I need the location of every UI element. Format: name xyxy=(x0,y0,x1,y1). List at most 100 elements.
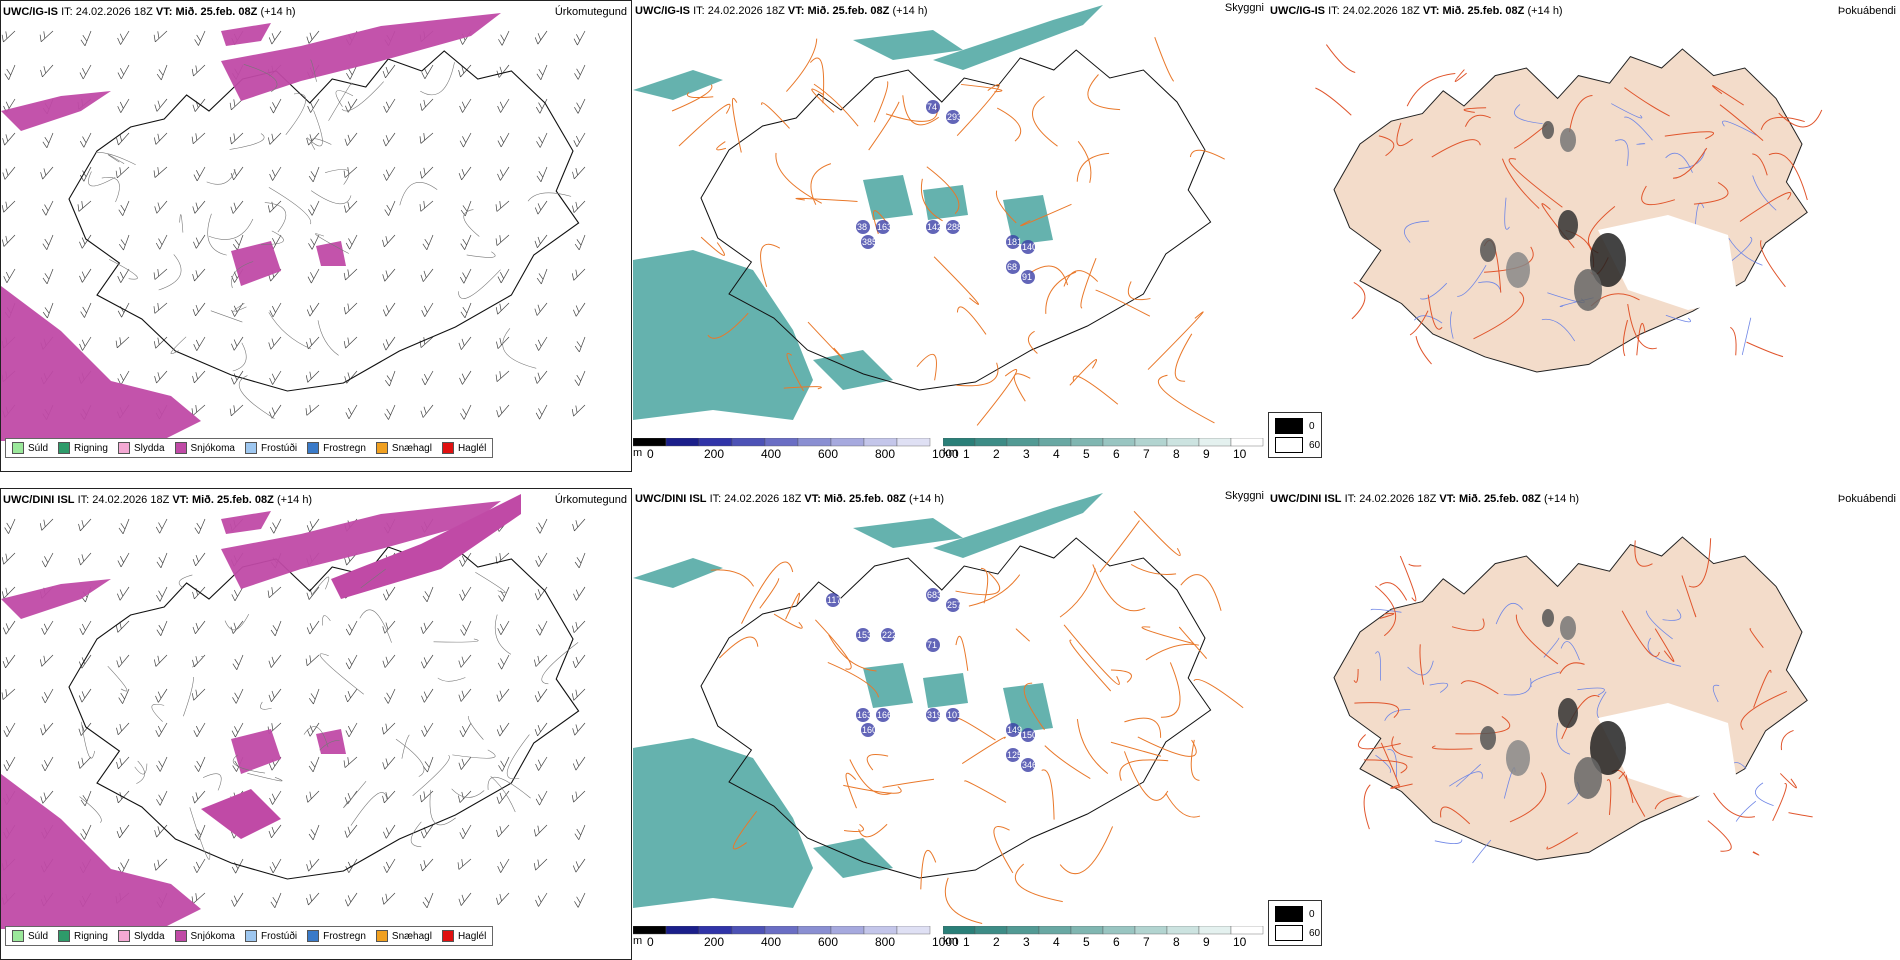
road xyxy=(502,328,537,369)
wind-barb xyxy=(460,200,472,217)
road xyxy=(956,362,999,387)
it-label: IT: xyxy=(709,493,722,505)
road xyxy=(1415,336,1432,365)
wind-barb xyxy=(573,586,586,601)
wind-barb xyxy=(533,858,548,871)
colorbar-tick: 10 xyxy=(1233,447,1247,461)
road xyxy=(319,739,340,751)
road xyxy=(1399,555,1417,602)
road-network xyxy=(79,568,579,860)
colorbar-tick: 1000 xyxy=(932,935,959,949)
colorbar-tick: 600 xyxy=(818,447,839,461)
colorbar-tick: 200 xyxy=(704,447,725,461)
wind-barb xyxy=(117,30,130,45)
wind-barb xyxy=(79,268,92,283)
vt-value: Mið. 25.feb. 08Z xyxy=(807,5,890,17)
road xyxy=(1561,695,1600,740)
wind-barb xyxy=(155,722,168,737)
road xyxy=(268,187,311,225)
wind-barb xyxy=(345,620,358,636)
road xyxy=(317,320,339,356)
wind-barb xyxy=(192,654,206,668)
road xyxy=(1147,311,1204,370)
road xyxy=(208,218,254,240)
legend-item: Rigning xyxy=(58,930,108,942)
road xyxy=(1059,568,1097,618)
road xyxy=(920,178,943,222)
colorbar-segment xyxy=(633,925,667,935)
wind-barb xyxy=(269,370,282,385)
wind-barb xyxy=(118,200,130,216)
wind-barb xyxy=(194,824,206,841)
river xyxy=(1722,120,1757,136)
wind-barb xyxy=(381,892,396,905)
forecast-row: UWC/DINI ISL IT: 24.02.2026 18Z VT: Mið.… xyxy=(0,488,1900,960)
wind-barb xyxy=(42,132,54,148)
snow-areas xyxy=(1,494,521,929)
wind-barb xyxy=(41,552,54,568)
wind-barb xyxy=(117,552,130,568)
legend-label: Rigning xyxy=(74,442,108,454)
road xyxy=(707,312,749,339)
wind-barb xyxy=(306,892,320,906)
road xyxy=(1664,131,1714,140)
road xyxy=(310,59,317,82)
wind-barb xyxy=(344,200,358,213)
wind-barb xyxy=(42,302,54,319)
road xyxy=(285,93,307,135)
wind-barb xyxy=(270,620,282,637)
road xyxy=(1179,626,1208,659)
wind-barb xyxy=(535,790,548,806)
road xyxy=(926,166,960,214)
road xyxy=(541,642,579,685)
wind-barb xyxy=(572,200,586,213)
wind-barb xyxy=(118,234,130,251)
colorbar-segment xyxy=(797,437,832,447)
wind-barb xyxy=(4,64,16,80)
ceiling-marker xyxy=(826,593,840,607)
road xyxy=(1778,109,1823,128)
snow-areas xyxy=(1,13,501,441)
river xyxy=(1577,687,1605,696)
colorbar-segment xyxy=(1038,925,1072,935)
road xyxy=(961,83,1003,93)
road xyxy=(359,609,392,643)
road xyxy=(1180,574,1222,611)
road xyxy=(527,192,572,202)
wind-barb xyxy=(191,688,206,701)
road xyxy=(1546,832,1578,850)
ceiling-label: 91 xyxy=(1022,272,1032,282)
road xyxy=(759,578,780,609)
wind-barb xyxy=(536,132,548,148)
ceiling-marker xyxy=(926,708,940,722)
lead-time: (+14 h) xyxy=(260,6,296,18)
road xyxy=(490,776,516,813)
road xyxy=(1672,147,1708,179)
road xyxy=(996,107,1022,142)
river xyxy=(1504,197,1510,230)
fog-low-label: 0 xyxy=(1309,420,1315,432)
legend-swatch xyxy=(244,442,257,454)
wind-barb xyxy=(115,166,130,179)
wind-barb xyxy=(535,98,548,114)
road xyxy=(79,796,102,823)
road xyxy=(1501,158,1540,209)
colorbar-tick: 9 xyxy=(1203,447,1210,461)
wind-barb xyxy=(231,586,244,602)
wind-barb xyxy=(421,302,434,317)
road xyxy=(761,102,790,129)
road xyxy=(1760,116,1805,130)
wind-barb xyxy=(41,688,54,704)
road xyxy=(773,613,803,629)
wind-barb xyxy=(2,620,16,635)
wind-barb xyxy=(305,370,320,383)
road xyxy=(189,807,211,860)
wind-barb xyxy=(192,790,206,804)
wind-barb xyxy=(459,824,472,840)
colorbar-segment xyxy=(1198,437,1232,447)
wind-barb xyxy=(572,166,586,180)
ceiling-label: 68 xyxy=(1007,262,1017,272)
colorbar-tick: 1 xyxy=(963,935,970,949)
wind-barb xyxy=(495,302,510,315)
road xyxy=(1624,87,1670,117)
